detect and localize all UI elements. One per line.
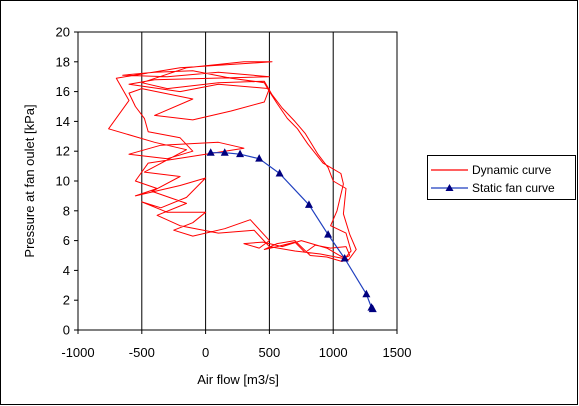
y-tick-label: 6: [63, 233, 70, 248]
y-tick-label: 4: [63, 263, 70, 278]
x-tick-label: 1500: [383, 345, 412, 360]
y-tick-label: 0: [63, 323, 70, 338]
static-fan-curve-point: [206, 148, 215, 156]
x-tick-label: 1000: [319, 345, 348, 360]
y-tick-label: 10: [56, 174, 70, 189]
static-fan-curve-point: [275, 169, 284, 177]
legend-dynamic-label: Dynamic curve: [472, 163, 552, 177]
x-tick-label: 500: [259, 345, 281, 360]
legend: Dynamic curve Static fan curve: [427, 155, 576, 200]
y-axis-tick-labels: 0 2 4 6 8 10 12 14 16 18 20: [56, 25, 78, 338]
static-fan-curve-point: [368, 304, 377, 313]
static-fan-curve-point: [340, 253, 349, 262]
static-fan-curve-point: [362, 289, 371, 298]
y-tick-label: 20: [56, 25, 70, 40]
legend-static-label: Static fan curve: [472, 181, 555, 195]
x-axis-tick-labels: -1000 -500 0 500 1000 1500: [61, 330, 411, 360]
x-tick-label: -1000: [61, 345, 94, 360]
static-fan-curve-point: [255, 154, 264, 162]
static-fan-curve-point: [324, 230, 333, 238]
series-dynamic-curve: [108, 61, 357, 262]
legend-static-marker: [445, 184, 454, 191]
y-tick-label: 8: [63, 203, 70, 218]
x-axis-title: Air flow [m3/s]: [197, 372, 279, 387]
dynamic-curve-line: [108, 61, 357, 262]
static-fan-curve-point: [236, 149, 245, 158]
y-tick-label: 14: [56, 114, 70, 129]
series-layer: [108, 61, 377, 313]
y-tick-label: 2: [63, 293, 70, 308]
x-tick-label: 0: [202, 345, 209, 360]
series-static-fan-curve: [206, 148, 377, 313]
legend-box: [427, 155, 576, 200]
y-tick-label: 18: [56, 54, 70, 69]
static-fan-curve-point: [304, 200, 313, 208]
static-fan-curve-point: [220, 148, 229, 156]
x-tick-label: -500: [129, 345, 155, 360]
y-tick-label: 12: [56, 144, 70, 159]
y-axis-title: Pressure at fan oulet [kPa]: [22, 104, 37, 257]
y-tick-label: 16: [56, 84, 70, 99]
